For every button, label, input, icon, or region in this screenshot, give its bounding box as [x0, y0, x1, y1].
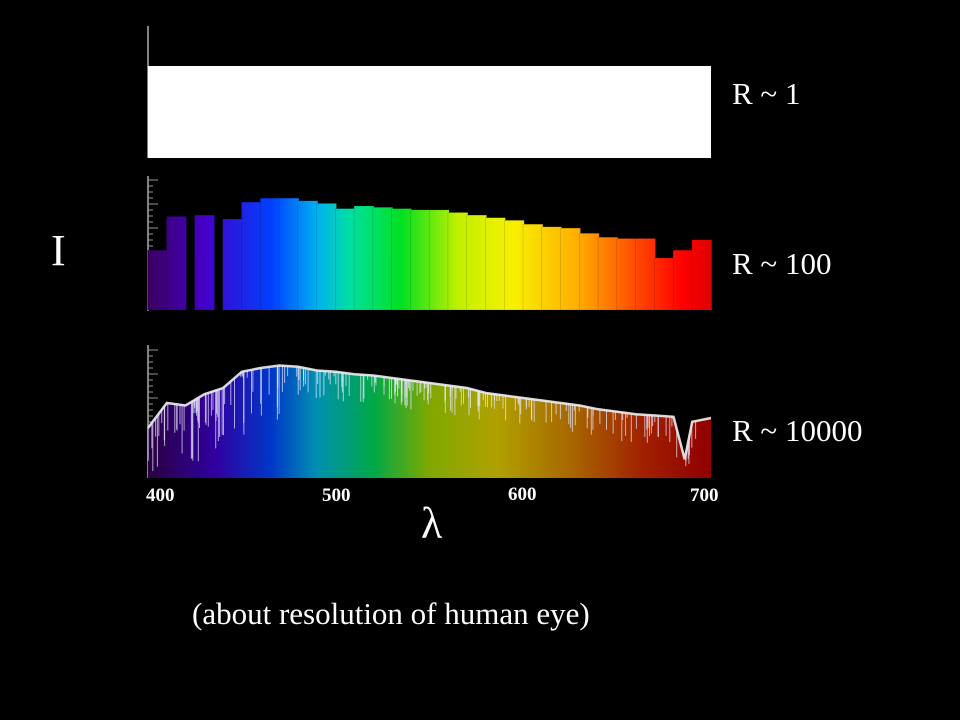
spectrum-bin: [335, 208, 356, 311]
spectrum-bin: [447, 212, 469, 311]
caption: (about resolution of human eye): [192, 596, 590, 631]
x-tick-label: 600: [508, 484, 537, 505]
spectrum-bin: [541, 226, 562, 311]
spectrum-bin: [503, 220, 525, 311]
spectrum-bin: [635, 238, 656, 311]
panel-medium-resolution: [147, 197, 713, 311]
spectrum-bin: [597, 236, 619, 311]
spectrum-bin: [316, 203, 337, 311]
spectrum-bin: [372, 207, 394, 311]
spectrum-bin: [194, 214, 215, 311]
spectrum-bin: [222, 218, 243, 311]
spectrum-bin: [147, 249, 168, 311]
spectrum-bin: [560, 227, 581, 311]
series-label-r1: R ~ 1: [732, 76, 801, 111]
y-axis-label: I: [51, 226, 66, 275]
spectrum-bin: [672, 249, 694, 311]
spectrum-bin: [297, 200, 318, 311]
spectrum-envelope-line: [147, 364, 712, 460]
spectrum-bin: [278, 197, 300, 311]
x-axis-label: λ: [421, 499, 443, 548]
spectrum-bin: [241, 201, 262, 311]
spectrum-bin: [466, 214, 487, 311]
spectrum-bin: [391, 208, 412, 311]
panel-high-resolution: [147, 364, 712, 478]
spectrum-area: [148, 365, 711, 478]
spectrum-bin: [485, 217, 506, 311]
panel-low-resolution: [148, 66, 711, 158]
spectrum-bin: [654, 257, 675, 311]
spectrum-bin: [260, 197, 281, 311]
x-tick-label: 500: [322, 485, 351, 506]
spectrum-bin: [410, 209, 431, 311]
flat-spectrum-bar: [148, 66, 711, 158]
x-tick-label: 400: [146, 485, 175, 506]
spectrum-bin: [616, 238, 638, 311]
series-label-r100: R ~ 100: [732, 246, 832, 281]
x-tick-label: 700: [690, 485, 719, 506]
series-label-r10000: R ~ 10000: [732, 413, 863, 448]
spectrum-bin: [691, 239, 713, 311]
spectrum-bin: [522, 223, 544, 311]
spectrum-bin: [579, 233, 600, 311]
spectrum-bin: [166, 216, 187, 311]
spectrum-bin: [353, 205, 375, 311]
spectrum-bin: [428, 209, 450, 311]
